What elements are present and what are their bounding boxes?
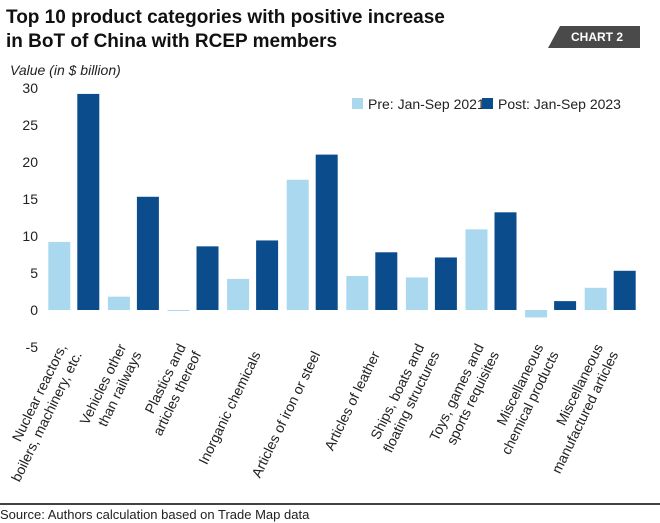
x-category-label: Articles of iron or steel [248, 349, 323, 480]
bar-pre [346, 275, 369, 310]
y-axis-label: Value (in $ billion) [10, 62, 121, 78]
bar-post [196, 246, 219, 310]
legend-entry: Post: Jan-Sep 2023 [498, 96, 621, 112]
bar-pre [286, 179, 309, 310]
legend-entry: Pre: Jan-Sep 2021 [368, 96, 485, 112]
y-tick-label: 30 [22, 80, 38, 96]
x-category-label: Inorganic chemicals [195, 349, 264, 467]
bar-pre [167, 310, 190, 311]
y-tick-label: 5 [30, 265, 38, 281]
bar-pre [525, 310, 548, 318]
y-tick-label: 25 [22, 117, 38, 133]
bar-post [136, 196, 159, 310]
bar-post [77, 93, 100, 310]
bar-pre [405, 277, 428, 310]
y-tick-label: 15 [22, 191, 38, 207]
bar-pre [48, 241, 71, 310]
bar-post [315, 154, 338, 310]
chart-number-badge: CHART 2 [548, 26, 640, 48]
bar-pre [584, 287, 607, 310]
bar-pre [227, 278, 250, 310]
source-note: Source: Authors calculation based on Tra… [0, 507, 310, 522]
bar-post [256, 240, 279, 310]
bar-post [434, 257, 457, 310]
x-tick-label: Inorganic chemicals [195, 349, 264, 467]
chart-title: Top 10 product categories with positive … [6, 6, 546, 54]
bar-post [613, 270, 636, 310]
y-tick-label: 10 [22, 228, 38, 244]
legend-swatch [482, 98, 493, 109]
footer-divider [0, 503, 660, 505]
x-category-label: Nuclear reactors,boilers, machinery, etc… [8, 341, 85, 484]
x-tick-label: Articles of iron or steel [248, 349, 323, 480]
bar-pre [465, 229, 488, 310]
chart-title-line-1: Top 10 product categories with positive … [6, 7, 445, 28]
legend-swatch [352, 98, 363, 109]
chart-title-line-2: in BoT of China with RCEP members [6, 31, 338, 52]
bar-post [494, 212, 517, 310]
bar-pre [107, 296, 130, 310]
bar-post [554, 301, 577, 310]
y-tick-label: 0 [30, 302, 38, 318]
y-tick-label: 20 [22, 154, 38, 170]
bar-post [375, 252, 398, 310]
y-tick-label: -5 [26, 339, 39, 355]
